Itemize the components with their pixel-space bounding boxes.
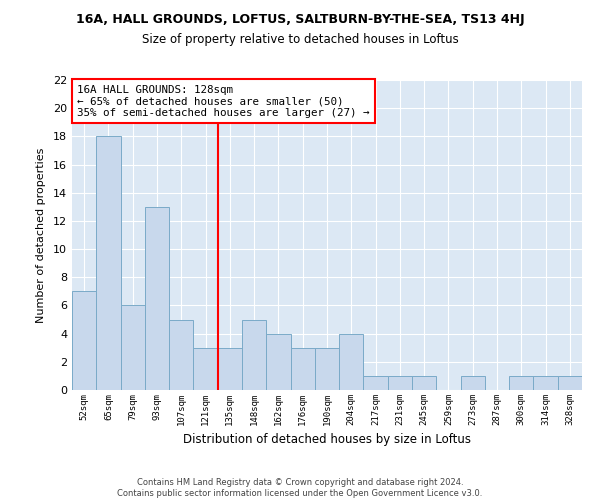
Bar: [290, 348, 315, 390]
Bar: [339, 334, 364, 390]
Bar: [364, 376, 388, 390]
Bar: [266, 334, 290, 390]
Bar: [169, 320, 193, 390]
Bar: [218, 348, 242, 390]
Bar: [315, 348, 339, 390]
X-axis label: Distribution of detached houses by size in Loftus: Distribution of detached houses by size …: [183, 434, 471, 446]
Bar: [145, 207, 169, 390]
Bar: [558, 376, 582, 390]
Bar: [461, 376, 485, 390]
Bar: [242, 320, 266, 390]
Bar: [533, 376, 558, 390]
Bar: [412, 376, 436, 390]
Bar: [72, 292, 96, 390]
Text: 16A, HALL GROUNDS, LOFTUS, SALTBURN-BY-THE-SEA, TS13 4HJ: 16A, HALL GROUNDS, LOFTUS, SALTBURN-BY-T…: [76, 12, 524, 26]
Bar: [121, 306, 145, 390]
Y-axis label: Number of detached properties: Number of detached properties: [36, 148, 46, 322]
Text: Size of property relative to detached houses in Loftus: Size of property relative to detached ho…: [142, 32, 458, 46]
Bar: [509, 376, 533, 390]
Text: Contains HM Land Registry data © Crown copyright and database right 2024.
Contai: Contains HM Land Registry data © Crown c…: [118, 478, 482, 498]
Bar: [193, 348, 218, 390]
Bar: [388, 376, 412, 390]
Text: 16A HALL GROUNDS: 128sqm
← 65% of detached houses are smaller (50)
35% of semi-d: 16A HALL GROUNDS: 128sqm ← 65% of detach…: [77, 84, 370, 118]
Bar: [96, 136, 121, 390]
